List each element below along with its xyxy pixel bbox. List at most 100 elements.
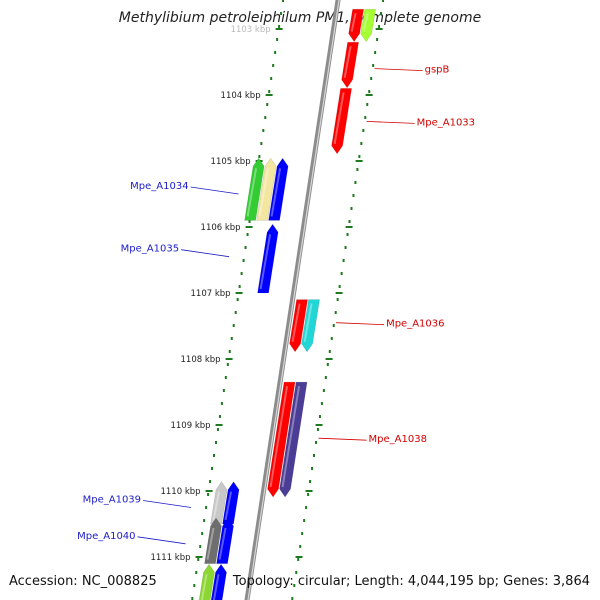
gene-label-leader xyxy=(374,68,423,71)
forward-scale-dot xyxy=(218,415,221,418)
forward-scale-dot xyxy=(268,90,271,93)
gene-label[interactable]: gspB xyxy=(425,65,450,76)
forward-scale-dot xyxy=(264,116,267,119)
reverse-scale-dot xyxy=(293,584,296,587)
reverse-scale-dot xyxy=(354,181,357,184)
gene-label[interactable]: Mpe_A1038 xyxy=(369,434,427,445)
reverse-scale-dot xyxy=(295,571,298,574)
gene-arrow-highlight xyxy=(218,527,227,560)
gene-arrow-highlight xyxy=(258,168,270,217)
forward-scale-dot xyxy=(211,467,214,470)
gene-arrow[interactable] xyxy=(257,223,279,294)
forward-scale-dot xyxy=(258,155,261,158)
reverse-scale-dot xyxy=(382,0,385,2)
scale-tick-mark-reverse xyxy=(315,424,323,426)
reverse-scale-dot xyxy=(364,116,367,119)
gene-arrow[interactable] xyxy=(244,157,265,221)
genome-title: Methylibium petroleiphilum PM1, complete… xyxy=(118,10,482,26)
forward-scale-dot xyxy=(246,233,249,236)
scale-tick-label: 1105 kbp xyxy=(211,157,251,167)
scale-tick-mark xyxy=(265,94,273,96)
gene-arrow[interactable] xyxy=(204,517,222,564)
gene-arrow[interactable] xyxy=(268,157,289,221)
reverse-scale-dot xyxy=(366,103,369,106)
forward-scale-dot xyxy=(195,571,198,574)
gene-arrow[interactable] xyxy=(196,563,215,600)
scale-tick-mark-reverse xyxy=(295,556,303,558)
gene-label[interactable]: Mpe_A1035 xyxy=(121,244,179,255)
gene-label[interactable]: Mpe_A1039 xyxy=(83,495,141,506)
gene-arrow[interactable] xyxy=(289,299,308,353)
gene-arrow[interactable] xyxy=(256,157,277,221)
scale-tick-label: 1103 kbp xyxy=(231,25,271,35)
gene-arrow[interactable] xyxy=(267,381,296,498)
gene-arrow-highlight xyxy=(259,234,272,290)
forward-scale-dot xyxy=(248,220,251,223)
gene-label[interactable]: Mpe_A1033 xyxy=(417,117,475,128)
forward-scale-dot xyxy=(201,532,204,535)
forward-scale-dot xyxy=(193,584,196,587)
gene-arrow[interactable] xyxy=(301,299,320,353)
reverse-scale-dot xyxy=(297,558,300,561)
topology-text: Topology: circular; Length: 4,044,195 bp… xyxy=(232,574,590,589)
reverse-scale-dot xyxy=(291,597,294,600)
scale-tick-label: 1111 kbp xyxy=(150,553,190,563)
gene-label[interactable]: Mpe_A1034 xyxy=(130,181,188,192)
gene-arrow[interactable] xyxy=(341,41,359,89)
gene-arrow-highlight xyxy=(281,385,301,488)
reverse-scale-dot xyxy=(307,493,310,496)
reverse-scale-dot xyxy=(336,298,339,301)
scale-tick-mark-reverse xyxy=(305,490,313,492)
reverse-scale-dot xyxy=(344,246,347,249)
reverse-scale-dot xyxy=(314,441,317,444)
forward-scale-dot xyxy=(224,376,227,379)
forward-scale-dot xyxy=(278,25,281,28)
forward-scale-dot xyxy=(282,0,285,2)
forward-scale-dot xyxy=(274,51,277,54)
reverse-scale-dot xyxy=(309,480,312,483)
scale-tick-mark-reverse xyxy=(375,28,383,30)
reverse-scale-dot xyxy=(356,168,359,171)
gene-arrow[interactable] xyxy=(216,517,234,564)
forward-scale-dot xyxy=(203,519,206,522)
scale-tick-label: 1109 kbp xyxy=(170,421,210,431)
forward-scale-dot xyxy=(226,363,229,366)
reverse-scale-dot xyxy=(378,25,381,28)
forward-scale-dot xyxy=(234,311,237,314)
gene-label[interactable]: Mpe_A1036 xyxy=(386,319,444,330)
reverse-scale-dot xyxy=(362,129,365,132)
gene-label-leader xyxy=(190,186,239,195)
scale-tick-label: 1104 kbp xyxy=(221,91,261,101)
reverse-scale-dot xyxy=(358,155,361,158)
gene-arrow[interactable] xyxy=(331,88,352,155)
gene-arrow[interactable] xyxy=(348,8,364,43)
gene-arrow-highlight xyxy=(200,574,208,600)
gene-label-leader xyxy=(142,500,192,508)
gene-label[interactable]: Mpe_A1040 xyxy=(77,531,135,542)
reverse-scale-dot xyxy=(322,389,325,392)
reverse-scale-dot xyxy=(338,285,341,288)
forward-scale-dot xyxy=(214,441,217,444)
forward-scale-dot xyxy=(228,350,231,353)
gene-arrow[interactable] xyxy=(208,563,227,600)
gene-arrow-highlight xyxy=(246,168,258,217)
forward-scale-dot xyxy=(240,272,243,275)
scale-tick-mark xyxy=(215,424,223,426)
reverse-scale-dot xyxy=(328,350,331,353)
reverse-scale-dot xyxy=(352,194,355,197)
gene-label-leader xyxy=(181,249,230,258)
reverse-scale-dot xyxy=(318,415,321,418)
gene-arrow[interactable] xyxy=(360,8,376,43)
reverse-scale-dot xyxy=(346,233,349,236)
reverse-scale-dot xyxy=(334,311,337,314)
gene-arrow-highlight xyxy=(343,46,352,78)
reverse-scale-dot xyxy=(332,324,335,327)
gene-label-leader xyxy=(137,536,186,545)
scale-tick-mark-reverse xyxy=(325,358,333,360)
gene-arrow[interactable] xyxy=(279,381,308,498)
gene-arrow-highlight xyxy=(350,12,357,32)
forward-scale-dot xyxy=(199,545,202,548)
scale-tick-mark xyxy=(225,358,233,360)
reverse-scale-dot xyxy=(313,454,316,457)
